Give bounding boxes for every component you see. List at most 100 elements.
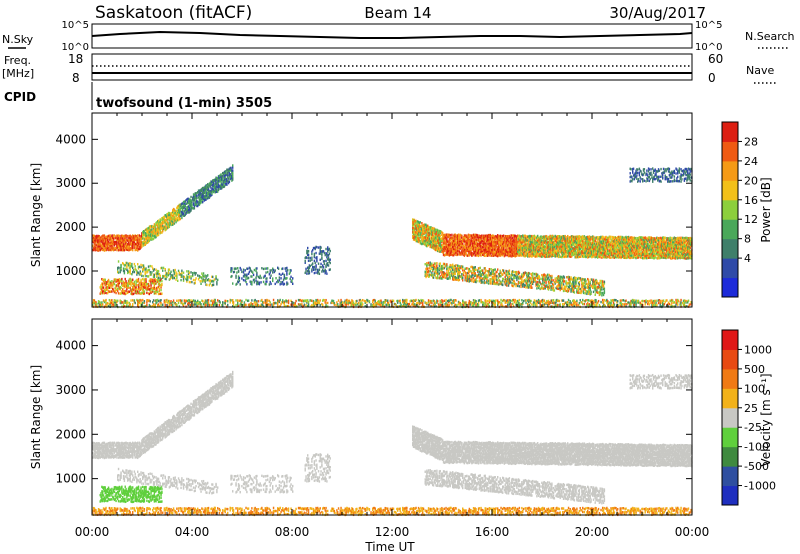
power-cell <box>92 244 94 247</box>
power-cell <box>103 234 106 237</box>
power-cell <box>128 248 131 252</box>
power-cell <box>462 271 465 275</box>
power-cell <box>120 242 122 246</box>
power-cell <box>94 246 96 249</box>
power-cell <box>102 242 104 246</box>
power-cell <box>106 235 108 238</box>
power-cell <box>442 264 444 268</box>
power-cell <box>107 240 109 244</box>
power-cell <box>477 254 480 258</box>
power-cell <box>93 246 96 250</box>
power-cell <box>516 271 518 274</box>
power-cell <box>138 234 141 237</box>
power-cell <box>516 278 518 282</box>
power-cell <box>232 169 234 172</box>
power-cell <box>100 239 102 242</box>
power-cell <box>127 242 130 246</box>
power-cell <box>107 234 110 238</box>
power-cell <box>127 236 130 240</box>
power-cell <box>102 237 104 240</box>
power-cell <box>123 234 126 238</box>
power-cell <box>513 276 516 280</box>
power-cell <box>477 234 479 237</box>
power-cell <box>96 247 98 250</box>
power-cell <box>111 248 113 251</box>
power-cell <box>128 243 131 246</box>
power-cell <box>127 239 129 242</box>
power-cell <box>450 264 452 267</box>
power-cell <box>107 235 109 238</box>
power-cell <box>112 242 114 245</box>
power-cell <box>117 246 120 249</box>
power-cell <box>123 240 126 244</box>
power-cell <box>126 246 128 249</box>
power-cell <box>437 276 439 280</box>
power-cell <box>126 245 128 248</box>
power-cell <box>448 271 451 275</box>
power-cell <box>109 248 111 251</box>
power-cell <box>151 228 153 231</box>
power-cell <box>97 234 100 238</box>
power-cell <box>107 246 110 250</box>
power-cell <box>211 192 213 195</box>
power-cell <box>92 238 94 241</box>
power-cell <box>120 246 122 250</box>
power-cell <box>449 268 451 271</box>
power-cell <box>105 235 107 238</box>
station-title: Saskatoon (fitACF) <box>95 3 252 23</box>
power-cell <box>125 248 127 252</box>
power-cell <box>110 239 112 242</box>
power-cell <box>112 234 114 237</box>
power-cell <box>113 234 116 237</box>
power-cell <box>99 240 101 243</box>
power-cell <box>92 248 94 252</box>
power-cell <box>125 247 127 250</box>
power-cell <box>108 247 111 250</box>
power-cell <box>181 216 183 220</box>
power-cell <box>107 242 110 246</box>
power-cell <box>116 246 118 250</box>
power-cell <box>96 234 98 238</box>
power-cell <box>100 236 102 239</box>
power-cell <box>122 240 124 243</box>
power-cell <box>121 241 123 244</box>
power-cell <box>95 248 97 252</box>
power-cell <box>510 281 512 284</box>
power-cell <box>111 242 113 246</box>
power-cell <box>430 267 432 271</box>
power-cell <box>109 241 111 244</box>
power-cell <box>107 240 110 244</box>
power-cell <box>99 236 101 239</box>
power-cell <box>126 242 128 246</box>
power-cell <box>120 238 122 241</box>
power-cell <box>434 274 436 277</box>
power-cell <box>127 234 129 238</box>
power-cell <box>115 240 117 244</box>
power-cell <box>117 249 120 252</box>
power-cell <box>118 239 121 242</box>
power-cell <box>93 245 96 248</box>
power-cell <box>133 246 136 250</box>
power-cell <box>594 239 596 243</box>
power-cell <box>117 238 120 241</box>
power-cell <box>462 265 464 268</box>
power-cell <box>458 278 461 281</box>
power-cell <box>122 237 124 240</box>
power-cell <box>97 240 99 244</box>
power-cell <box>564 253 566 256</box>
power-cell <box>104 248 106 251</box>
nave-tick-bottom: 0 <box>708 71 716 85</box>
power-cell <box>653 237 656 240</box>
power-cell <box>485 269 487 272</box>
power-cell <box>98 241 101 244</box>
power-cell <box>129 241 131 244</box>
power-cell <box>128 247 131 250</box>
power-cell <box>128 238 131 242</box>
power-cell <box>96 244 98 247</box>
power-cell <box>97 236 100 239</box>
power-cell <box>451 233 453 237</box>
power-cell <box>102 240 105 243</box>
power-cell <box>121 239 123 242</box>
power-cell <box>106 243 108 246</box>
